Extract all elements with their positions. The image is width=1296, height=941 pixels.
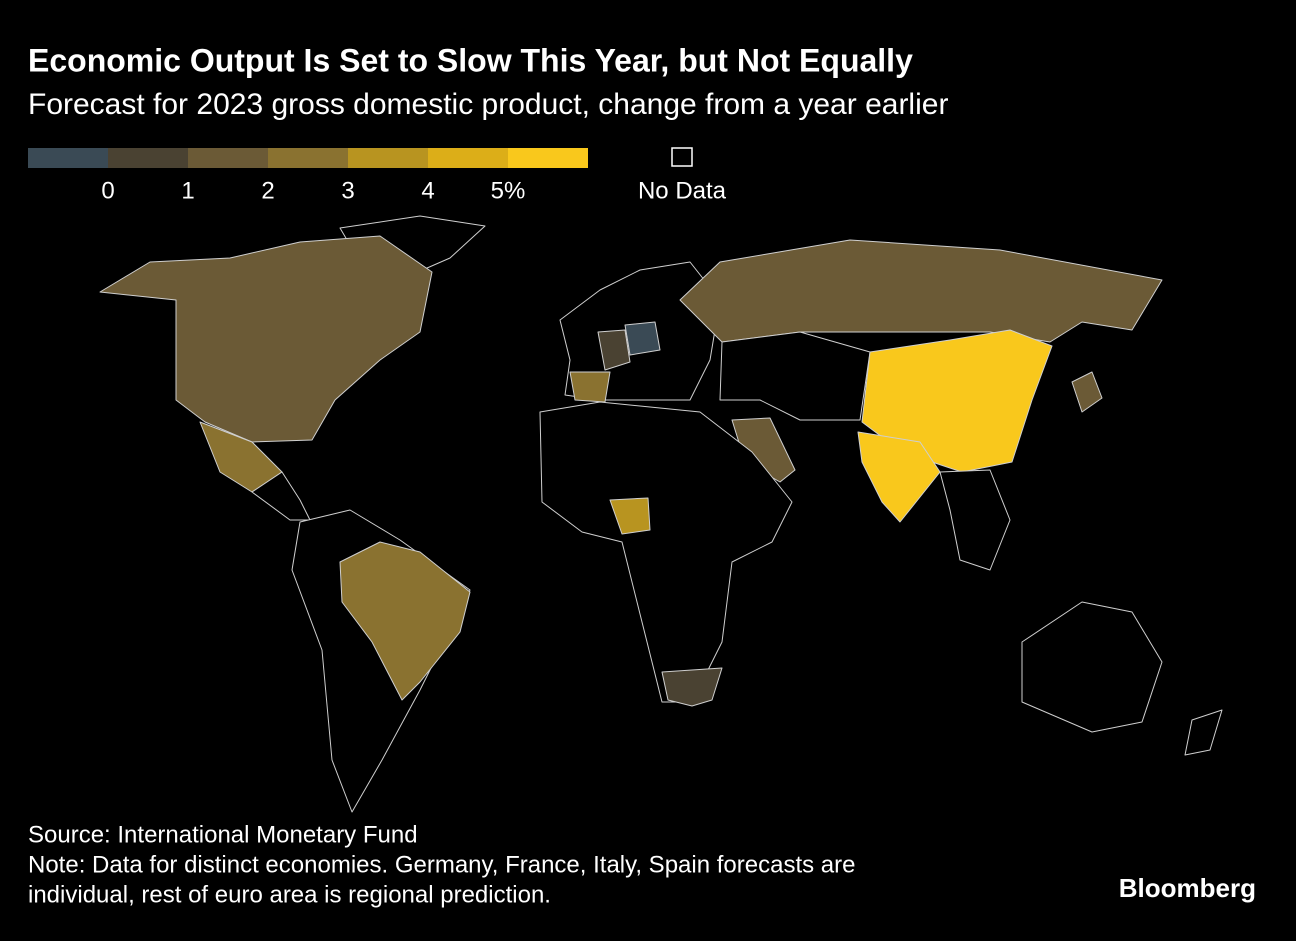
france: [597, 329, 631, 371]
legend-tick-label: 4: [421, 177, 434, 204]
title: Economic Output Is Set to Slow This Year…: [28, 42, 913, 78]
legend-tick-label: 3: [341, 177, 354, 204]
note-line: individual, rest of euro area is regiona…: [28, 881, 551, 908]
no-data-swatch: [671, 147, 693, 167]
central-america: [251, 471, 311, 521]
legend: 0 1 2 3 4 5%: [28, 148, 588, 204]
note-line: Note: Data for distinct economies. Germa…: [28, 851, 855, 878]
legend-tick-label: 1: [181, 177, 194, 204]
legend-swatch: [268, 148, 348, 168]
legend-swatch: [188, 148, 268, 168]
legend-swatch: [508, 148, 588, 168]
india: [857, 431, 941, 523]
nigeria: [609, 497, 651, 535]
south-africa: [661, 667, 723, 707]
japan: [1071, 371, 1103, 413]
legend-tick-label: 5%: [491, 177, 526, 204]
legend-tick-label: 0: [101, 177, 114, 204]
central-asia: [719, 331, 871, 421]
no-data-label: No Data: [638, 177, 727, 204]
world-map: [99, 215, 1223, 813]
africa: [539, 401, 793, 703]
russia: [679, 239, 1163, 343]
legend-swatch: [348, 148, 428, 168]
legend-swatch: [428, 148, 508, 168]
germany: [624, 321, 661, 356]
southeast-asia: [939, 469, 1011, 571]
legend-tick-label: 2: [261, 177, 274, 204]
legend-swatch: [108, 148, 188, 168]
new-zealand: [1184, 709, 1223, 756]
brand: Bloomberg: [1119, 873, 1256, 903]
north-america: [99, 235, 433, 443]
subtitle: Forecast for 2023 gross domestic product…: [28, 88, 948, 121]
spain: [569, 371, 611, 403]
source: Source: International Monetary Fund: [28, 821, 418, 848]
legend-swatch: [28, 148, 108, 168]
brazil: [339, 541, 471, 701]
australia: [1021, 601, 1163, 733]
